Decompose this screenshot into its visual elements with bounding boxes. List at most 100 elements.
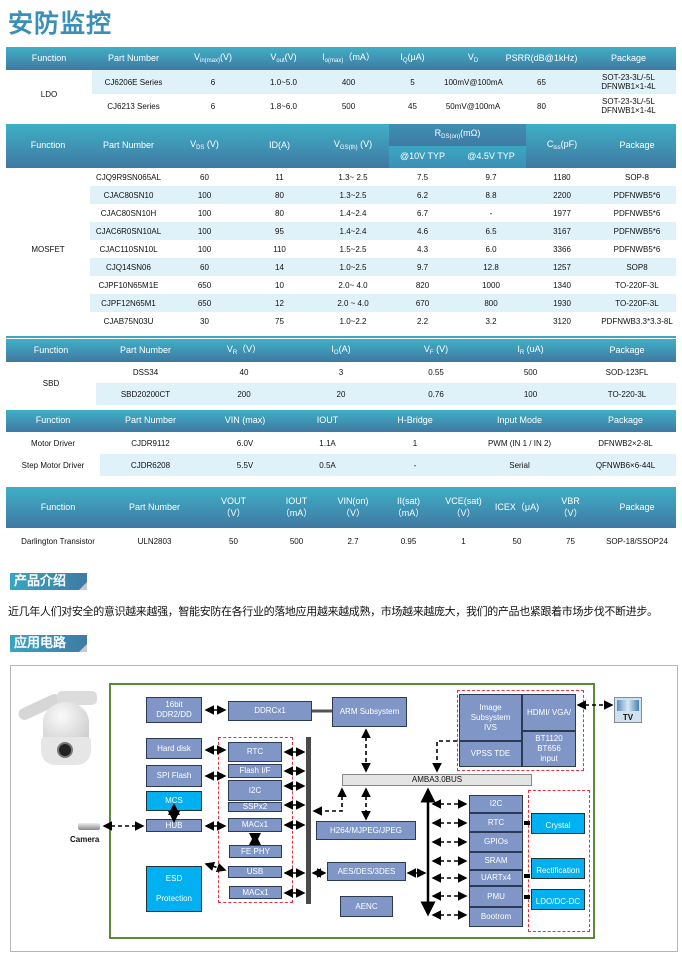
column-header: Part Number — [110, 487, 199, 528]
header-unit: (V) — [220, 51, 233, 62]
column-header: Function — [6, 124, 90, 168]
column-header: @10V TYP — [389, 146, 456, 168]
table-cell: 95 — [242, 222, 317, 240]
table-cell: 1.0~2.2 — [339, 316, 367, 326]
apb-bus-bar — [306, 737, 311, 904]
column-header: H-Bridge — [366, 410, 464, 432]
header-label: V — [190, 139, 197, 150]
column-header: Function — [6, 339, 96, 362]
table-motor: Function Part Number VIN (max) IOUT H-Bridge… — [6, 410, 676, 476]
page-title: 安防监控 — [8, 9, 113, 38]
table-cell: 1.4~2.4 — [339, 208, 367, 218]
header-subscript: DS — [196, 145, 205, 152]
table-cell: 3167 — [526, 222, 598, 240]
table-cell: 500 — [523, 368, 538, 377]
table-cell: 50 — [512, 537, 522, 546]
aenc-block: AENC — [340, 896, 393, 917]
header-label: V — [423, 343, 430, 354]
header-subscript: GS(th) — [339, 145, 358, 152]
table-cell: 12 — [242, 294, 317, 312]
function-cell: LDO — [40, 89, 58, 99]
table-cell: 3 — [338, 368, 344, 377]
table-cell: 5.5V — [201, 454, 289, 476]
header-unit: (V) — [204, 139, 219, 150]
header-label: Part Number — [102, 140, 155, 151]
header-unit: （V） — [237, 343, 262, 354]
header-unit: （V） — [451, 507, 476, 518]
hub-block: HUB — [146, 819, 202, 832]
table-cell: QFNWB6×6-44L — [575, 454, 676, 476]
table-cell: 100 — [197, 208, 212, 218]
header-label: VOUT — [220, 496, 246, 507]
table-row: Step Motor Driver CJDR6208 5.5V 0.5A - Serial… — [6, 454, 676, 476]
header-row: Function Part Number VR（V） IO(A) VF (V) IR (u… — [6, 339, 676, 362]
column-header: Vin(max)(V) — [175, 47, 251, 70]
header-unit: （V） — [340, 507, 365, 518]
column-header: ID(A) — [242, 124, 317, 168]
bootrom-block: Bootrom — [469, 907, 523, 927]
table-cell: 800 — [456, 294, 526, 312]
camera-icon — [78, 823, 100, 830]
section-header-application-circuit: 应用电路 — [10, 635, 87, 652]
table-cell: 80 — [537, 101, 546, 111]
header-label: Part Number — [124, 415, 177, 426]
soc-boundary — [109, 683, 595, 939]
table-cell: DFNWB2×2-8L — [598, 438, 653, 448]
table-cell: 1.3~2.5 — [317, 186, 389, 204]
table-cell: DSS34 — [132, 368, 159, 377]
flash-if-block: Flash I/F — [228, 764, 282, 778]
table-cell: CJPF10N65M1E — [98, 280, 159, 290]
column-header: Part Number — [100, 410, 201, 432]
table-cell: 2.0 ~ 4.0 — [317, 294, 389, 312]
table-cell: 100 — [167, 222, 242, 240]
table-cell: 75 — [275, 316, 284, 326]
header-label: Part Number — [107, 52, 160, 63]
table-cell: 0.95 — [400, 537, 417, 546]
table-cell: 670 — [389, 294, 456, 312]
header-label: II(sat) — [396, 496, 420, 507]
table-cell: 650 — [167, 294, 242, 312]
table-cell: 1257 — [526, 258, 598, 276]
header-unit: (mΩ) — [460, 128, 481, 139]
header-label: ID(A) — [269, 140, 290, 151]
header-label: Function — [35, 415, 71, 426]
ddrc-block: DDRCx1 — [228, 701, 312, 721]
header-label: R — [434, 128, 442, 139]
table-cell: 6.2 — [389, 186, 456, 204]
header-unit: (μA) — [407, 51, 425, 62]
table-cell: 11 — [275, 172, 284, 182]
header-label: Package — [619, 501, 655, 512]
column-header: VF (V) — [389, 339, 483, 362]
table-cell: 2.7 — [347, 537, 359, 546]
arm-subsystem-block: ARM Subsystem — [332, 697, 407, 727]
table-cell: 14 — [242, 258, 317, 276]
column-header-group: RDS(on)(mΩ) — [389, 124, 526, 146]
table-cell: 2.0~ 4.0 — [338, 280, 368, 290]
header-label: ICEX（μA) — [494, 501, 540, 512]
header-unit: （V） — [221, 507, 246, 518]
table-cell: 60 — [167, 258, 242, 276]
header-label: C — [546, 139, 554, 150]
header-unit: (V) — [433, 343, 449, 354]
header-label: VIN (max) — [224, 415, 266, 426]
header-label: Function — [31, 52, 67, 63]
table-cell: 1.0~5.0 — [251, 70, 316, 94]
section-header-product-intro: 产品介绍 — [10, 573, 87, 590]
table-cell: 6.5 — [456, 222, 526, 240]
column-header: IOUT （mA） — [268, 487, 325, 528]
table-row: CJPF10N65M1E 650 10 2.0~ 4.0 820 1000 1340 TO-2… — [6, 276, 676, 294]
header-row: Function Part Number VOUT （V） IOUT （mA） VIN(on… — [6, 487, 676, 528]
table-cell: 2200 — [526, 186, 598, 204]
table-row: CJQ14SN06 60 14 1.0~2.5 9.7 12.8 1257 SOP8 — [6, 258, 676, 276]
column-header: VOUT （V） — [199, 487, 268, 528]
table-cell: 1.0~2.5 — [317, 258, 389, 276]
header-label: @4.5V TYP — [467, 151, 515, 162]
function-cell: SBD — [42, 379, 60, 388]
header-subscript: D — [473, 57, 479, 64]
table-cell: 4.3 — [416, 244, 429, 254]
table-cell: CJQ9R9SN065AL — [96, 172, 161, 182]
table-cell: 1180 — [553, 172, 571, 182]
header-subscript: O — [333, 349, 339, 356]
table-cell: 10 — [275, 280, 284, 290]
amba-bus: AMBA3.0BUS — [342, 774, 532, 786]
